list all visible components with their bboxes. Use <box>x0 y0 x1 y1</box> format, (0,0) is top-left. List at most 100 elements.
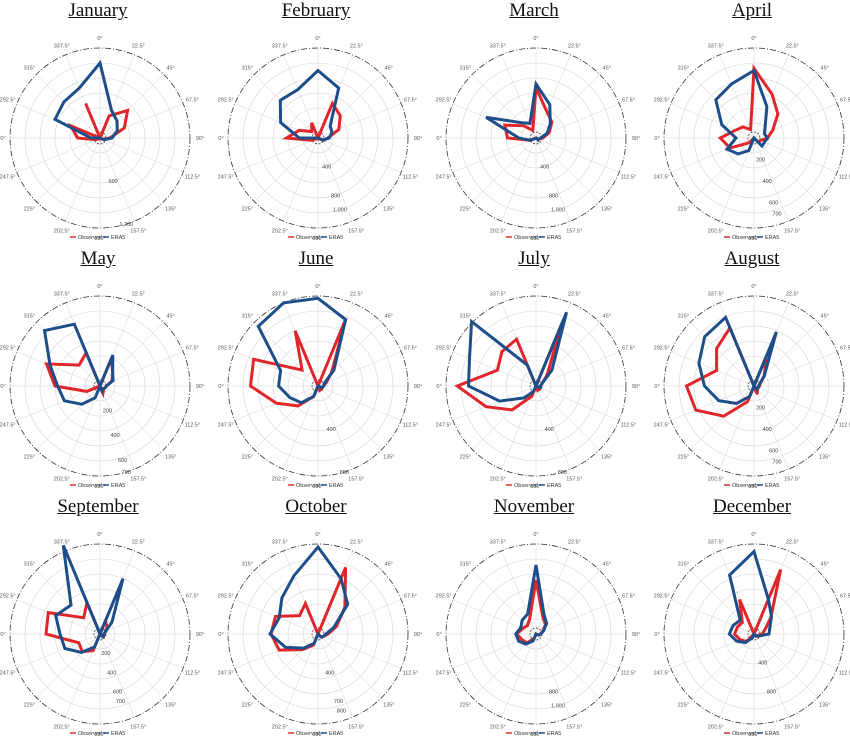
angle-label: 22.5° <box>786 540 799 546</box>
angle-label: 292.5° <box>436 594 452 600</box>
grid-spoke <box>36 386 100 450</box>
angle-label: 315° <box>460 561 471 567</box>
grid-spoke <box>536 634 600 698</box>
angle-label: 315° <box>678 313 689 319</box>
angle-label: 270° <box>654 384 660 390</box>
grid-spoke <box>536 386 619 420</box>
radial-value-label: 600 <box>109 179 118 185</box>
polar-plot: 0°22.5°45°67.5°90°112.5°135°157.5°180°20… <box>218 0 430 246</box>
legend-label-observed: Observed <box>732 235 756 241</box>
angle-label: 292.5° <box>436 98 452 104</box>
angle-label: 247.5° <box>218 422 234 428</box>
angle-label: 270° <box>436 384 442 390</box>
radial-value-label: 800 <box>340 470 349 476</box>
polar-plot: 0°22.5°45°67.5°90°112.5°135°157.5°180°20… <box>654 496 850 742</box>
grid-spoke <box>502 634 536 717</box>
angle-label: 90° <box>414 384 422 390</box>
radial-value-label: 1,000 <box>551 208 565 214</box>
angle-label: 225° <box>24 455 35 461</box>
angle-label: 202.5° <box>490 228 506 234</box>
angle-label: 67.5° <box>622 98 635 104</box>
angle-label: 225° <box>678 703 689 709</box>
angle-label: 202.5° <box>272 476 288 482</box>
angle-label: 112.5° <box>185 422 201 428</box>
angle-label: 45° <box>167 561 175 567</box>
angle-label: 0° <box>97 284 102 290</box>
angle-label: 22.5° <box>568 540 581 546</box>
angle-label: 67.5° <box>186 98 199 104</box>
angle-label: 22.5° <box>786 292 799 298</box>
polar-plot: 0°22.5°45°67.5°90°112.5°135°157.5°180°20… <box>218 248 430 494</box>
angle-label: 157.5° <box>348 724 364 730</box>
angle-label: 45° <box>167 65 175 71</box>
angle-label: 157.5° <box>784 228 800 234</box>
angle-label: 337.5° <box>490 292 506 298</box>
angle-label: 157.5° <box>130 476 146 482</box>
radial-value-label: 600 <box>769 201 778 207</box>
angle-label: 90° <box>414 136 422 142</box>
angle-label: 225° <box>242 455 253 461</box>
legend-label-era5: ERA5 <box>765 235 779 241</box>
angle-label: 22.5° <box>350 292 363 298</box>
angle-label: 112.5° <box>839 670 850 676</box>
angle-label: 112.5° <box>403 422 419 428</box>
radial-value-label: 400 <box>763 179 772 185</box>
angle-label: 67.5° <box>840 594 850 600</box>
angle-label: 22.5° <box>786 44 799 50</box>
angle-label: 135° <box>601 455 612 461</box>
legend-label-observed: Observed <box>78 483 102 489</box>
angle-label: 45° <box>385 561 393 567</box>
radial-value-label: 700 <box>772 459 781 465</box>
angle-label: 67.5° <box>840 346 850 352</box>
legend-label-era5: ERA5 <box>111 235 125 241</box>
grid-spoke <box>254 138 318 202</box>
angle-label: 337.5° <box>272 44 288 50</box>
angle-label: 292.5° <box>654 98 670 104</box>
grid-spoke <box>754 386 837 420</box>
angle-label: 22.5° <box>350 540 363 546</box>
grid-spoke <box>318 386 382 450</box>
angle-label: 45° <box>603 561 611 567</box>
angle-label: 270° <box>0 136 6 142</box>
legend-label-era5: ERA5 <box>329 235 343 241</box>
angle-label: 292.5° <box>654 346 670 352</box>
grid-spoke <box>254 570 318 634</box>
angle-label: 270° <box>0 632 6 638</box>
angle-label: 157.5° <box>348 228 364 234</box>
grid-spoke <box>318 634 401 668</box>
era5-series-line <box>55 63 117 140</box>
grid-spoke <box>690 386 754 450</box>
angle-label: 315° <box>242 313 253 319</box>
angle-label: 90° <box>632 384 640 390</box>
grid-spoke <box>284 138 318 221</box>
legend-label-observed: Observed <box>514 731 538 737</box>
angle-label: 202.5° <box>54 724 70 730</box>
angle-label: 135° <box>601 703 612 709</box>
legend-label-observed: Observed <box>78 235 102 241</box>
legend-label-observed: Observed <box>514 235 538 241</box>
radial-value-label: 800 <box>549 193 558 199</box>
angle-label: 292.5° <box>218 346 234 352</box>
grid-spoke <box>100 386 134 469</box>
polar-plot: 0°22.5°45°67.5°90°112.5°135°157.5°180°20… <box>436 248 648 494</box>
angle-label: 90° <box>196 136 204 142</box>
polar-plot: 0°22.5°45°67.5°90°112.5°135°157.5°180°20… <box>0 0 212 246</box>
angle-label: 225° <box>460 455 471 461</box>
angle-label: 315° <box>242 561 253 567</box>
radial-value-label: 800 <box>558 470 567 476</box>
angle-label: 67.5° <box>404 346 417 352</box>
legend-label-era5: ERA5 <box>329 731 343 737</box>
angle-label: 315° <box>24 65 35 71</box>
angle-label: 337.5° <box>54 540 70 546</box>
grid-spoke <box>100 138 164 202</box>
legend-label-era5: ERA5 <box>111 483 125 489</box>
angle-label: 247.5° <box>654 422 670 428</box>
grid-spoke <box>536 386 600 450</box>
angle-label: 135° <box>819 207 830 213</box>
angle-label: 135° <box>165 455 176 461</box>
angle-label: 270° <box>218 384 224 390</box>
